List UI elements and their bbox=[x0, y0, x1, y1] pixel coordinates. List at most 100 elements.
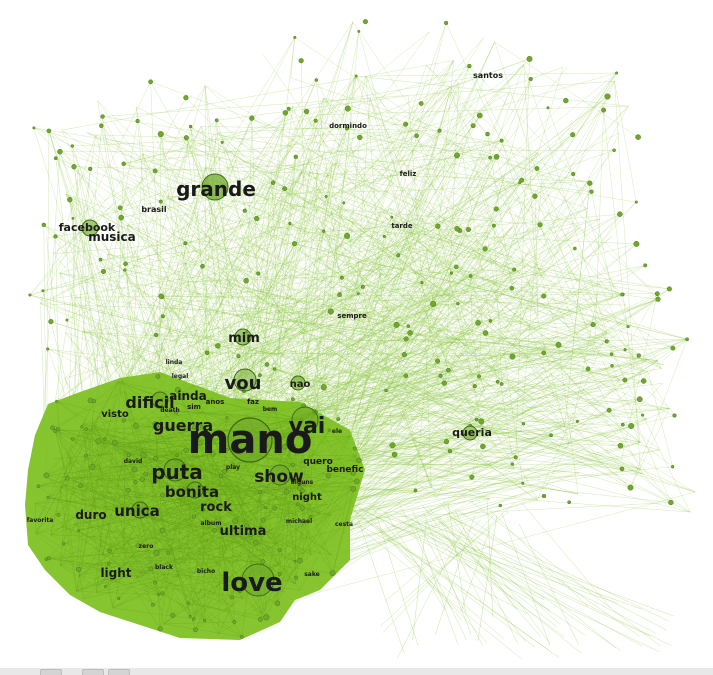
graph-node bbox=[48, 319, 54, 325]
graph-node bbox=[587, 180, 593, 186]
graph-node bbox=[199, 425, 204, 429]
graph-node bbox=[498, 503, 503, 508]
graph-node bbox=[232, 620, 237, 624]
graph-node bbox=[360, 284, 365, 289]
graph-node bbox=[71, 164, 77, 170]
graph-node bbox=[447, 449, 453, 454]
graph-node bbox=[71, 216, 75, 220]
graph-node bbox=[57, 148, 63, 155]
graph-node bbox=[183, 135, 189, 141]
graph-node bbox=[414, 133, 419, 138]
graph-node bbox=[344, 105, 351, 112]
graph-node bbox=[620, 292, 625, 297]
graph-node bbox=[437, 128, 442, 133]
hub-node-vou bbox=[233, 368, 257, 392]
toolbar-tab[interactable] bbox=[108, 669, 130, 675]
label-zero: zero bbox=[139, 543, 154, 550]
graph-node bbox=[609, 352, 614, 356]
graph-node bbox=[126, 452, 131, 457]
graph-node bbox=[604, 339, 609, 344]
graph-node bbox=[509, 353, 516, 360]
graph-node bbox=[152, 421, 158, 426]
graph-node bbox=[555, 341, 562, 348]
graph-node bbox=[117, 596, 121, 601]
graph-node bbox=[617, 442, 624, 449]
graph-node bbox=[390, 215, 394, 219]
graph-node bbox=[636, 396, 643, 403]
graph-node bbox=[200, 264, 205, 269]
graph-node bbox=[270, 180, 276, 185]
toolbar-tab[interactable] bbox=[40, 669, 62, 675]
graph-node bbox=[480, 443, 486, 450]
graph-node bbox=[571, 171, 576, 177]
graph-node bbox=[123, 261, 128, 267]
label-ultima: ultima bbox=[220, 524, 267, 539]
graph-node bbox=[617, 211, 623, 217]
label-bicho: bicho bbox=[197, 568, 215, 575]
graph-node bbox=[210, 451, 216, 457]
graph-node bbox=[391, 451, 398, 458]
graph-node bbox=[230, 528, 234, 532]
label-vai: vai bbox=[289, 414, 326, 439]
graph-node bbox=[55, 399, 59, 403]
graph-node bbox=[192, 425, 196, 430]
graph-node bbox=[215, 343, 221, 349]
hub-node-grande bbox=[201, 173, 229, 201]
graph-node bbox=[157, 131, 164, 138]
graph-node bbox=[393, 321, 400, 328]
graph-node bbox=[403, 121, 409, 127]
toolbar-tab[interactable] bbox=[82, 669, 104, 675]
graph-node bbox=[299, 505, 305, 511]
graph-node bbox=[264, 506, 268, 510]
graph-node bbox=[469, 474, 475, 480]
graph-node bbox=[133, 480, 138, 485]
graph-node bbox=[293, 35, 297, 39]
graph-node bbox=[264, 362, 270, 367]
hub-node-queria bbox=[462, 425, 478, 441]
graph-node bbox=[140, 452, 147, 459]
hub-node-nao bbox=[290, 375, 306, 391]
graph-node bbox=[272, 505, 278, 511]
graph-node bbox=[298, 58, 304, 64]
label-rock: rock bbox=[200, 500, 232, 515]
graph-node bbox=[125, 487, 131, 493]
graph-node bbox=[478, 418, 485, 425]
graph-node bbox=[401, 352, 407, 358]
graph-node bbox=[449, 271, 454, 275]
graph-node bbox=[336, 417, 341, 422]
graph-node bbox=[297, 557, 303, 564]
graph-node bbox=[44, 557, 48, 561]
graph-node bbox=[95, 438, 102, 445]
graph-node bbox=[186, 601, 191, 605]
graph-node bbox=[175, 387, 181, 393]
graph-node bbox=[354, 74, 358, 78]
graph-node bbox=[288, 222, 292, 226]
graph-node bbox=[488, 319, 493, 323]
graph-node bbox=[472, 384, 477, 389]
graph-node bbox=[143, 471, 148, 477]
graph-node bbox=[350, 470, 356, 476]
graph-node bbox=[350, 486, 357, 492]
graph-node bbox=[546, 106, 550, 110]
graph-node bbox=[272, 367, 277, 371]
graph-node bbox=[258, 490, 263, 495]
graph-node bbox=[225, 448, 229, 452]
graph-node bbox=[655, 296, 661, 302]
graph-node bbox=[183, 241, 188, 246]
graph-node bbox=[456, 302, 460, 306]
label-cesta: cesta bbox=[335, 521, 353, 528]
graph-node bbox=[87, 397, 94, 404]
graph-node bbox=[286, 442, 292, 448]
graph-node bbox=[291, 397, 295, 402]
graph-node bbox=[174, 410, 179, 415]
label-dormindo: dormindo bbox=[329, 122, 367, 130]
graph-node bbox=[327, 308, 334, 315]
graph-node bbox=[357, 134, 363, 141]
label-black: black bbox=[155, 564, 174, 571]
label-nao: nao bbox=[290, 379, 311, 390]
graph-node bbox=[209, 503, 213, 507]
graph-node bbox=[153, 550, 160, 556]
graph-node bbox=[193, 627, 198, 633]
graph-node bbox=[585, 366, 591, 372]
graph-node bbox=[46, 128, 52, 134]
